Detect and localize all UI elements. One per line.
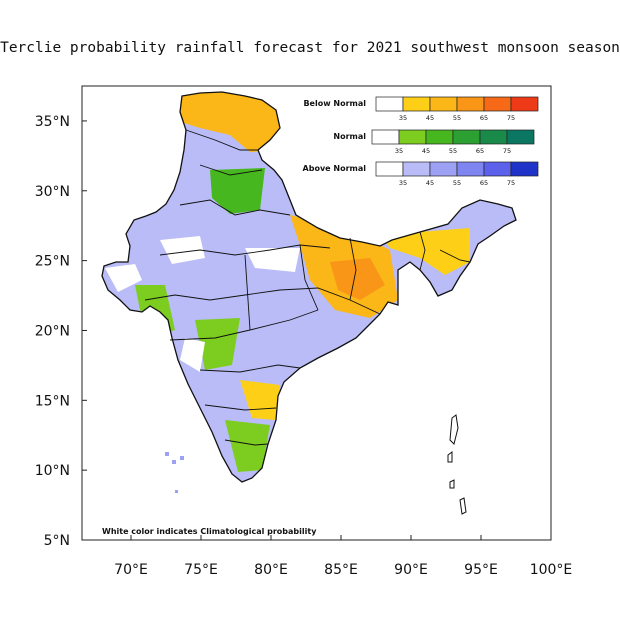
legend-tick-label: 75 <box>507 114 515 122</box>
lat-tick-label: 20°N <box>35 323 70 339</box>
legend-swatch <box>375 96 404 112</box>
plot-frame <box>81 85 552 541</box>
legend: Below Normal 35 45 55 65 75 Normal 35 45 55 65 75 Ab… <box>303 96 539 187</box>
india-outline <box>101 91 517 483</box>
legend-tick-label: 55 <box>449 147 457 155</box>
legend-swatch <box>456 161 485 177</box>
legend-swatch <box>483 96 512 112</box>
lon-tick-label: 80°E <box>254 562 288 578</box>
andaman-nicobar-islands <box>447 414 467 515</box>
legend-tick-label: 75 <box>507 179 515 187</box>
state-boundaries <box>144 129 471 446</box>
legend-tick-label: 65 <box>480 114 488 122</box>
legend-tick-label: 45 <box>426 114 434 122</box>
legend-tick-label: 35 <box>395 147 403 155</box>
legend-swatch <box>375 161 404 177</box>
lon-tick-label: 95°E <box>464 562 498 578</box>
legend-swatch <box>398 129 427 145</box>
legend-label: Normal <box>333 132 366 141</box>
lat-tick-label: 25°N <box>35 254 70 270</box>
below-normal-north <box>170 92 285 152</box>
legend-swatch <box>402 161 431 177</box>
lat-tick-label: 15°N <box>35 393 70 409</box>
white-patches <box>105 236 300 372</box>
normal-south <box>225 420 270 472</box>
legend-swatch <box>402 96 431 112</box>
map-title: Terclie probability rainfall forecast fo… <box>0 40 620 56</box>
legend-tick-label: 45 <box>426 179 434 187</box>
longitude-ticks: 70°E 75°E 80°E 85°E 90°E 95°E 100°E <box>114 535 572 578</box>
lon-tick-label: 100°E <box>530 562 573 578</box>
legend-swatch <box>429 96 458 112</box>
probability-field <box>102 92 516 482</box>
lat-tick-label: 10°N <box>35 463 70 479</box>
legend-label: Below Normal <box>303 99 366 108</box>
legend-swatch <box>452 129 481 145</box>
normal-north <box>210 168 265 214</box>
lat-tick-label: 5°N <box>44 533 70 549</box>
legend-tick-label: 45 <box>422 147 430 155</box>
lon-tick-label: 75°E <box>184 562 218 578</box>
normal-central <box>195 318 240 370</box>
legend-swatch <box>510 161 539 177</box>
latitude-ticks: 35°N 30°N 25°N 20°N 15°N 10°N 5°N <box>35 114 87 549</box>
lakshadweep-islands <box>165 452 184 493</box>
lon-tick-label: 70°E <box>114 562 148 578</box>
legend-tick-label: 65 <box>480 179 488 187</box>
legend-tick-label: 35 <box>399 179 407 187</box>
legend-swatch <box>506 129 535 145</box>
legend-swatch <box>429 161 458 177</box>
climatology-note: White color indicates Climatological pro… <box>102 527 317 536</box>
lon-tick-label: 85°E <box>324 562 358 578</box>
legend-tick-label: 55 <box>453 114 461 122</box>
lat-tick-label: 30°N <box>35 184 70 200</box>
legend-swatch <box>425 129 454 145</box>
legend-tick-label: 75 <box>503 147 511 155</box>
legend-tick-label: 65 <box>476 147 484 155</box>
legend-swatch <box>479 129 508 145</box>
legend-swatch <box>483 161 512 177</box>
legend-swatch <box>456 96 485 112</box>
legend-tick-label: 35 <box>399 114 407 122</box>
legend-label: Above Normal <box>303 164 367 173</box>
legend-swatch <box>510 96 539 112</box>
lon-tick-label: 90°E <box>394 562 428 578</box>
below-normal-east-core <box>330 258 385 300</box>
legend-tick-label: 55 <box>453 179 461 187</box>
legend-swatch <box>371 129 400 145</box>
lat-tick-label: 35°N <box>35 114 70 130</box>
